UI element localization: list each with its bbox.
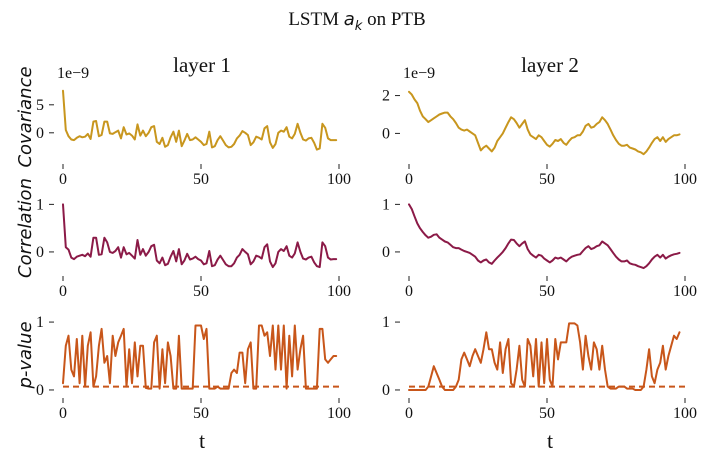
y-tick-label: 1 — [382, 196, 390, 213]
y-tick-label: 1 — [382, 314, 390, 331]
title-suffix: on PTB — [367, 9, 426, 30]
x-tick-label: 0 — [59, 171, 67, 188]
x-tick-label: 100 — [327, 171, 351, 188]
title-prefix: LSTM — [288, 9, 339, 30]
title-subscript: k — [355, 19, 363, 34]
x-axis-label-layer-1: t — [199, 428, 205, 453]
x-tick-label: 50 — [539, 171, 555, 188]
x-tick-label: 100 — [673, 171, 697, 188]
column-title-layer-1: layer 1 — [173, 53, 231, 77]
figure-title: LSTM ak on PTB — [288, 9, 425, 34]
panel-layer2-pvalue: 0 50 100 0 1 — [382, 314, 697, 422]
row-label-p-value: p-value — [15, 321, 36, 389]
series-line — [408, 203, 681, 270]
x-tick-label: 50 — [193, 283, 209, 300]
x-tick-label: 100 — [673, 405, 697, 422]
panel-layer1-covariance: 0 50 100 0 5 1e−9 — [36, 65, 351, 188]
panel-layer2-covariance: 0 50 100 0 2 1e−9 — [382, 65, 697, 188]
x-tick-label: 0 — [405, 405, 413, 422]
y-tick-label: 0 — [382, 125, 390, 142]
y-tick-label: 1 — [36, 314, 44, 331]
scale-offset-label: 1e−9 — [57, 65, 89, 82]
x-tick-label: 0 — [405, 171, 413, 188]
row-label-correlation: Correlation — [15, 178, 36, 278]
series-line — [408, 90, 681, 156]
row-label-covariance: Covariance — [15, 66, 36, 167]
x-tick-label: 50 — [539, 283, 555, 300]
series-line — [62, 203, 338, 269]
y-tick-label: 0 — [382, 382, 390, 399]
x-axis-label-layer-2: t — [547, 428, 553, 453]
y-tick-label: 1 — [36, 196, 44, 213]
title-variable: a — [344, 9, 355, 30]
y-tick-label: 5 — [36, 97, 44, 114]
y-tick-label: 0 — [382, 244, 390, 261]
panel-layer2-correlation: 0 50 100 0 1 — [382, 196, 697, 300]
x-tick-label: 0 — [405, 283, 413, 300]
column-title-layer-2: layer 2 — [521, 53, 579, 77]
y-tick-label: 0 — [36, 244, 44, 261]
scale-offset-label: 1e−9 — [403, 65, 435, 82]
x-tick-label: 50 — [193, 171, 209, 188]
series-line — [408, 322, 681, 391]
x-tick-label: 50 — [193, 405, 209, 422]
panel-layer1-pvalue: 0 50 100 0 1 — [36, 314, 351, 422]
x-tick-label: 0 — [59, 283, 67, 300]
x-tick-label: 0 — [59, 405, 67, 422]
series-line — [62, 89, 338, 151]
x-tick-label: 100 — [327, 405, 351, 422]
y-tick-label: 0 — [36, 125, 44, 142]
series-line — [62, 324, 338, 390]
panel-layer1-correlation: 0 50 100 0 1 — [36, 196, 351, 300]
x-tick-label: 100 — [327, 283, 351, 300]
y-tick-label: 2 — [382, 88, 390, 105]
x-tick-label: 100 — [673, 283, 697, 300]
x-tick-label: 50 — [539, 405, 555, 422]
y-tick-label: 0 — [36, 382, 44, 399]
